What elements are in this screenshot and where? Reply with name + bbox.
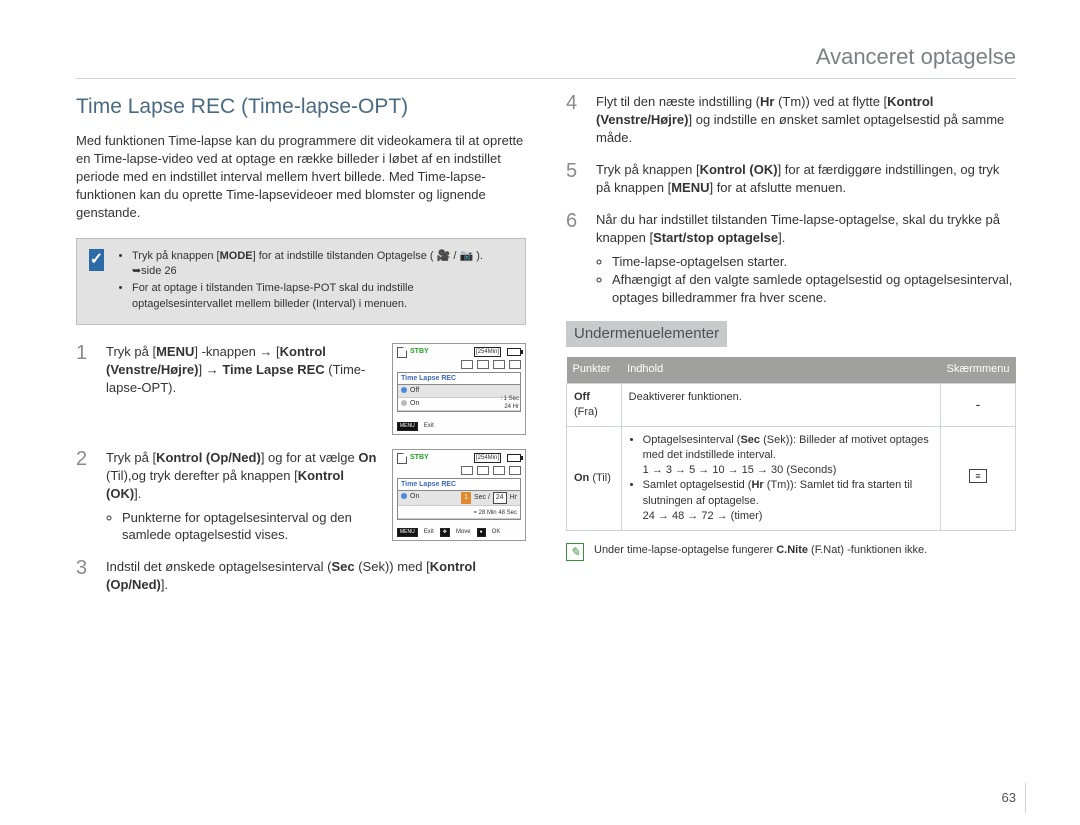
right-column: Flyt til den næste indstilling (Hr (Tm))…	[566, 93, 1016, 608]
bottom-bar: MENU Exit ✥ Move ● OK	[397, 528, 521, 537]
camera-screen-2: STBY [254Min] Time Lapse REC On	[392, 449, 526, 545]
table-cell: Optagelsesinterval (Sec (Sek)): Billeder…	[621, 426, 940, 530]
step-5: Tryk på knappen [Kontrol (OK)] for at fæ…	[566, 161, 1016, 197]
menu-button-icon: MENU	[397, 528, 418, 537]
table-header: Punkter	[567, 357, 622, 383]
table-bullet: Optagelsesinterval (Sec (Sek)): Billeder…	[643, 433, 933, 479]
bottom-bar: MENU Exit	[397, 422, 521, 431]
sd-card-icon	[397, 453, 407, 464]
sd-card-icon	[397, 347, 407, 358]
mode-icons-row	[397, 466, 521, 475]
intro-paragraph: Med funktionen Time-lapse kan du program…	[76, 132, 526, 222]
step-6: Når du har indstillet tilstanden Time-la…	[566, 211, 1016, 307]
hr-value: 24	[493, 492, 507, 504]
menu-row-eq: = 28 Min 48 Sec	[398, 506, 520, 519]
step-text: Tryk på [Kontrol (Op/Ned)] og for at væl…	[106, 449, 378, 545]
page: Avanceret optagelse Time Lapse REC (Time…	[0, 0, 1080, 825]
table-header: Indhold	[621, 357, 940, 383]
table-header: Skærmmenu	[941, 357, 1016, 383]
step-bullet: Punkterne for optagelsesinterval og den …	[122, 509, 378, 545]
section-title: Time Lapse REC (Time-lapse-OPT)	[76, 93, 526, 122]
table-cell	[941, 426, 1016, 530]
sec-value: 1	[461, 492, 471, 504]
step-4: Flyt til den næste indstilling (Hr (Tm))…	[566, 93, 1016, 147]
step-2: Tryk på [Kontrol (Op/Ned)] og for at væl…	[76, 449, 526, 545]
table-cell: On (Til)	[567, 426, 622, 530]
stby-label: STBY	[410, 453, 429, 463]
step-text: Når du har indstillet tilstanden Time-la…	[596, 211, 1016, 307]
tip-item: For at optage i tilstanden Time-lapse-PO…	[132, 281, 513, 311]
two-column-layout: Time Lapse REC (Time-lapse-OPT) Med funk…	[76, 93, 1016, 608]
tip-box: Tryk på knappen [MODE] for at indstille …	[76, 238, 526, 325]
step-1: Tryk på [MENU] -knappen → [Kontrol (Vens…	[76, 343, 526, 435]
menu-button-icon: MENU	[397, 422, 418, 431]
table-cell: Off (Fra)	[567, 383, 622, 426]
timelapse-icon	[969, 469, 987, 483]
check-icon	[89, 249, 104, 271]
menu-row-on: On 1 Sec / 24 Hr	[398, 491, 520, 506]
table-bullet: Samlet optagelsestid (Hr (Tm)): Samlet t…	[643, 478, 933, 524]
remaining-label: [254Min]	[474, 347, 501, 357]
remaining-label: [254Min]	[474, 453, 501, 463]
steps-list-left: Tryk på [MENU] -knappen → [Kontrol (Vens…	[76, 343, 526, 595]
mode-icons-row	[397, 360, 521, 369]
note-icon: ✎	[566, 543, 584, 561]
left-column: Time Lapse REC (Time-lapse-OPT) Med funk…	[76, 93, 526, 608]
battery-icon	[507, 454, 521, 462]
tip-item: Tryk på knappen [MODE] for at indstille …	[132, 249, 513, 279]
camera-screen-1: STBY [254Min] Time Lapse REC Off On	[392, 343, 526, 435]
step-bullet: Time-lapse-optagelsen starter.	[612, 253, 1016, 271]
stby-label: STBY	[410, 347, 429, 357]
battery-icon	[507, 348, 521, 356]
table-row: Off (Fra) Deaktiverer funktionen. -	[567, 383, 1016, 426]
chapter-title: Avanceret optagelse	[76, 42, 1016, 72]
step-3: Indstil det ønskede optagelsesinterval (…	[76, 558, 526, 594]
ok-icon: ●	[477, 528, 486, 537]
menu-title: Time Lapse REC	[398, 373, 520, 386]
subheading-row: Undermenuelementer	[566, 321, 1016, 348]
side-values: : 1 Sec24 Hr	[500, 395, 519, 412]
subheading: Undermenuelementer	[566, 321, 727, 348]
step-bullet: Afhængigt af den valgte samlede optagels…	[612, 271, 1016, 307]
table-cell: -	[941, 383, 1016, 426]
step-text: Flyt til den næste indstilling (Hr (Tm))…	[596, 93, 1016, 147]
table-cell: Deaktiverer funktionen.	[621, 383, 940, 426]
move-icon: ✥	[440, 528, 450, 537]
menu-panel: Time Lapse REC On 1 Sec / 24 Hr	[397, 478, 521, 521]
note-text: Under time-lapse-optagelse fungerer C.Ni…	[594, 543, 927, 558]
menu-title: Time Lapse REC	[398, 479, 520, 492]
step-text: Indstil det ønskede optagelsesinterval (…	[106, 558, 526, 594]
step-text: Tryk på [MENU] -knappen → [Kontrol (Vens…	[106, 343, 378, 435]
page-number: 63	[1002, 789, 1016, 807]
table-row: On (Til) Optagelsesinterval (Sec (Sek)):…	[567, 426, 1016, 530]
options-table: Punkter Indhold Skærmmenu Off (Fra) Deak…	[566, 357, 1016, 531]
step-text: Tryk på knappen [Kontrol (OK)] for at fæ…	[596, 161, 1016, 197]
footnote: ✎ Under time-lapse-optagelse fungerer C.…	[566, 543, 1016, 561]
rule	[76, 78, 1016, 79]
steps-list-right: Flyt til den næste indstilling (Hr (Tm))…	[566, 93, 1016, 306]
tip-list: Tryk på knappen [MODE] for at indstille …	[116, 249, 513, 314]
